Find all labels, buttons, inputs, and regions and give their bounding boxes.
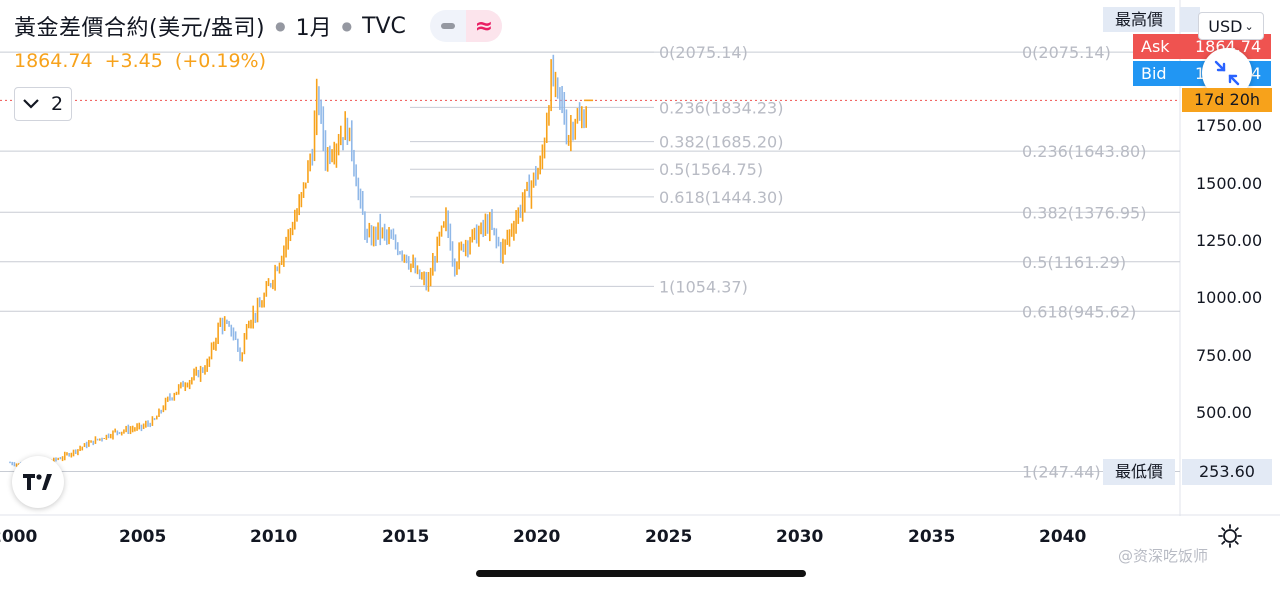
high-price-value [1180, 7, 1200, 32]
interval-label[interactable]: 1月 [295, 16, 332, 41]
settings-icon[interactable] [1218, 524, 1242, 548]
fib-level-label: 0.5(1564.75) [659, 160, 763, 179]
fib-level-label: 0.618(1444.30) [659, 188, 783, 207]
chevron-down-icon [23, 99, 39, 109]
line-icon[interactable] [430, 10, 466, 42]
quote-line: 1864.74 +3.45 (+0.19%) [14, 50, 272, 72]
y-tick-label: 1000.00 [1196, 288, 1263, 307]
fib-level-label: 0.382(1685.20) [659, 133, 783, 152]
compress-arrows-icon [1214, 60, 1240, 86]
fib-level-label: 0.5(1161.29) [1022, 253, 1126, 272]
wave-icon[interactable]: ≈ [465, 10, 502, 42]
home-indicator[interactable] [476, 570, 806, 577]
currency-selector[interactable]: USD ⌄ [1198, 12, 1264, 40]
x-tick-label: 2025 [645, 527, 693, 547]
tradingview-logo[interactable] [12, 456, 64, 508]
low-price-label: 最低價 [1103, 459, 1175, 485]
header-separator: ● [275, 19, 286, 33]
x-tick-label: 2015 [382, 527, 430, 547]
low-price-value: 253.60 [1182, 459, 1272, 485]
bar-countdown: 17d 20h [1182, 88, 1272, 112]
chevron-down-icon: ⌄ [1244, 19, 1254, 33]
fib-level-label: 1(1054.37) [659, 277, 748, 296]
fib-level-label: 0(2075.14) [659, 43, 748, 62]
y-tick-label: 1500.00 [1196, 174, 1263, 193]
price-change-pct: (+0.19%) [174, 50, 267, 72]
fib-level-label: 0.236(1643.80) [1022, 142, 1146, 161]
indicator-count: 2 [50, 93, 64, 115]
fib-level-label: 0(2075.14) [1022, 43, 1111, 62]
exchange-label: TVC [362, 13, 406, 39]
fib-level-label: 1(247.44) [1022, 463, 1101, 482]
watermark-text: @资深吃饭师 [1118, 547, 1209, 565]
bid-label: Bid [1141, 64, 1167, 83]
ask-tag: Ask 1864.74 [1133, 34, 1271, 59]
y-tick-label: 750.00 [1196, 346, 1252, 365]
symbol-header[interactable]: 黃金差價合約(美元/盎司) ● 1月 ● TVC ≈ [14, 10, 502, 42]
header-separator: ● [341, 19, 353, 33]
y-tick-label: 500.00 [1196, 403, 1252, 422]
ask-value: 1864.74 [1195, 37, 1262, 56]
ask-label: Ask [1141, 37, 1170, 56]
y-tick-label: 1250.00 [1196, 231, 1263, 250]
x-tick-label: 2040 [1039, 527, 1087, 547]
fib-level-label: 0.382(1376.95) [1022, 203, 1146, 222]
style-toggle[interactable]: ≈ [429, 10, 502, 42]
price-change: +3.45 [104, 50, 163, 72]
x-tick-label: 2005 [119, 527, 167, 547]
fib-level-label: 0.236(1834.23) [659, 98, 783, 117]
collapse-indicators-button[interactable]: 2 [14, 87, 72, 121]
fib-level-label: 0.618(945.62) [1022, 302, 1136, 321]
x-tick-label: 2030 [776, 527, 824, 547]
last-price: 1864.74 [14, 50, 93, 72]
y-tick-label: 1750.00 [1196, 116, 1263, 135]
x-tick-label: 2010 [250, 527, 298, 547]
x-tick-label: 2035 [908, 527, 956, 547]
x-tick-label: 2020 [513, 527, 561, 547]
currency-label: USD [1208, 16, 1243, 36]
high-price-label: 最高價 [1103, 7, 1175, 32]
symbol-title[interactable]: 黃金差價合約(美元/盎司) [14, 16, 266, 41]
x-tick-label: 2000 [0, 527, 38, 547]
tradingview-icon [23, 474, 52, 490]
